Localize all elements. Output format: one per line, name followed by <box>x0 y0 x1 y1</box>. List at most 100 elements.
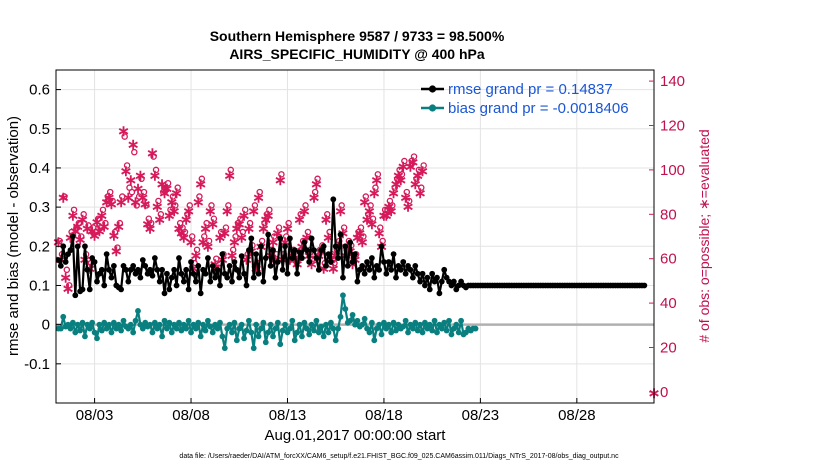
rmse-point <box>118 286 125 293</box>
obs-evaluated-marker: ∗ <box>387 185 400 202</box>
rmse-point <box>164 270 170 277</box>
obs-evaluated-marker: ∗ <box>238 207 251 224</box>
obs-evaluated-marker: ∗ <box>139 196 152 213</box>
bias-point <box>214 325 221 332</box>
bias-point <box>388 329 395 336</box>
rmse-point <box>385 259 392 265</box>
obs-evaluated-marker: ∗ <box>228 234 241 251</box>
obs-evaluated-marker: ∗ <box>414 185 427 202</box>
rmse-point <box>214 266 221 273</box>
bias-point <box>294 329 301 336</box>
bias-point <box>60 313 67 320</box>
obs-evaluated-marker: ∗ <box>293 212 306 229</box>
obs-evaluated-marker: ∗ <box>98 218 111 235</box>
obs-evaluated-marker: ∗ <box>320 212 333 229</box>
bias-point <box>438 325 445 332</box>
obs-evaluated-marker: ∗ <box>197 234 210 251</box>
rmse-point <box>60 243 67 250</box>
bias-point <box>306 331 313 338</box>
obs-possible-marker <box>65 282 73 289</box>
bias-point <box>419 329 426 336</box>
rmse-point <box>438 278 445 285</box>
rmse-point <box>233 266 240 273</box>
rmse-point <box>250 274 257 281</box>
obs-possible-marker <box>147 219 155 227</box>
legend-rmse-marker <box>428 85 437 93</box>
bias-point <box>200 321 206 328</box>
obs-evaluated-marker: ∗ <box>194 176 207 193</box>
obs-possible-marker <box>213 255 220 262</box>
bias-point <box>82 333 88 340</box>
obs-possible-marker <box>261 219 268 227</box>
y-left-tick-label: 0.2 <box>29 238 50 255</box>
rmse-point <box>183 266 190 273</box>
obs-possible-marker <box>174 184 181 191</box>
obs-possible-marker <box>401 157 408 165</box>
bias-point <box>161 317 168 324</box>
bias-point <box>258 325 264 332</box>
rmse-point <box>426 286 433 293</box>
obs-evaluated-marker: ∗ <box>397 158 410 175</box>
obs-evaluated-marker: ∗ <box>223 167 236 184</box>
rmse-point <box>241 270 247 277</box>
bias-point <box>127 321 134 328</box>
rmse-point <box>217 282 223 289</box>
rmse-point <box>378 243 385 250</box>
obs-evaluated-marker: ∗ <box>62 281 75 298</box>
bias-point <box>115 321 122 328</box>
x-axis-label: Aug.01,2017 00:00:00 start <box>265 427 447 444</box>
obs-possible-marker <box>92 228 99 236</box>
obs-possible-marker <box>239 228 247 236</box>
obs-evaluated-marker: ∗ <box>252 190 265 207</box>
x-tick-label: 08/23 <box>462 407 500 424</box>
obs-evaluated-marker: ∗ <box>327 261 340 278</box>
obs-evaluated-marker: ∗ <box>108 227 121 244</box>
obs-evaluated-marker: ∗ <box>308 190 321 207</box>
obs-possible-marker <box>123 162 131 169</box>
bias-point <box>178 327 185 334</box>
legend-rmse-label: rmse grand pr = 0.14837 <box>448 81 613 98</box>
bias-point <box>74 321 81 328</box>
obs-evaluated-marker: ∗ <box>67 207 80 224</box>
bias-point <box>176 319 182 326</box>
bias-point <box>385 321 392 328</box>
obs-evaluated-marker: ∗ <box>127 136 140 153</box>
rmse-point <box>291 247 298 254</box>
obs-evaluated-marker: ∗ <box>233 216 246 233</box>
rmse-point <box>147 266 153 273</box>
obs-possible-marker <box>278 171 285 178</box>
obs-possible-marker <box>251 202 259 209</box>
bias-point <box>349 311 356 318</box>
obs-possible-marker <box>379 237 386 245</box>
bias-point <box>315 329 322 336</box>
obs-possible-marker <box>403 188 411 196</box>
obs-possible-marker <box>75 219 83 227</box>
y-right-tick-label: 100 <box>660 162 685 179</box>
obs-possible-marker <box>285 219 292 227</box>
rmse-point <box>434 274 440 281</box>
obs-possible-marker <box>131 148 138 156</box>
obs-evaluated-marker: ∗ <box>170 185 183 202</box>
bias-point <box>89 319 96 326</box>
bias-point <box>77 327 84 334</box>
rmse-point <box>248 235 255 242</box>
obs-possible-marker <box>167 206 174 214</box>
bias-point <box>130 329 137 336</box>
bias-point <box>325 329 332 336</box>
rmse-point <box>108 274 115 281</box>
obs-evaluated-marker: ∗ <box>310 176 323 193</box>
bias-point <box>359 321 366 328</box>
rmse-point <box>154 266 161 273</box>
bias-point <box>320 333 327 340</box>
obs-possible-marker <box>391 184 398 191</box>
rmse-point <box>402 270 409 277</box>
obs-possible-marker <box>111 228 119 236</box>
obs-possible-marker <box>63 266 71 274</box>
rmse-point <box>393 274 399 281</box>
bias-point <box>368 319 375 326</box>
obs-possible-marker <box>367 202 374 209</box>
rmse-point <box>168 274 175 281</box>
rmse-point <box>277 235 284 242</box>
obs-possible-marker <box>138 175 145 183</box>
obs-possible-marker <box>119 193 126 200</box>
